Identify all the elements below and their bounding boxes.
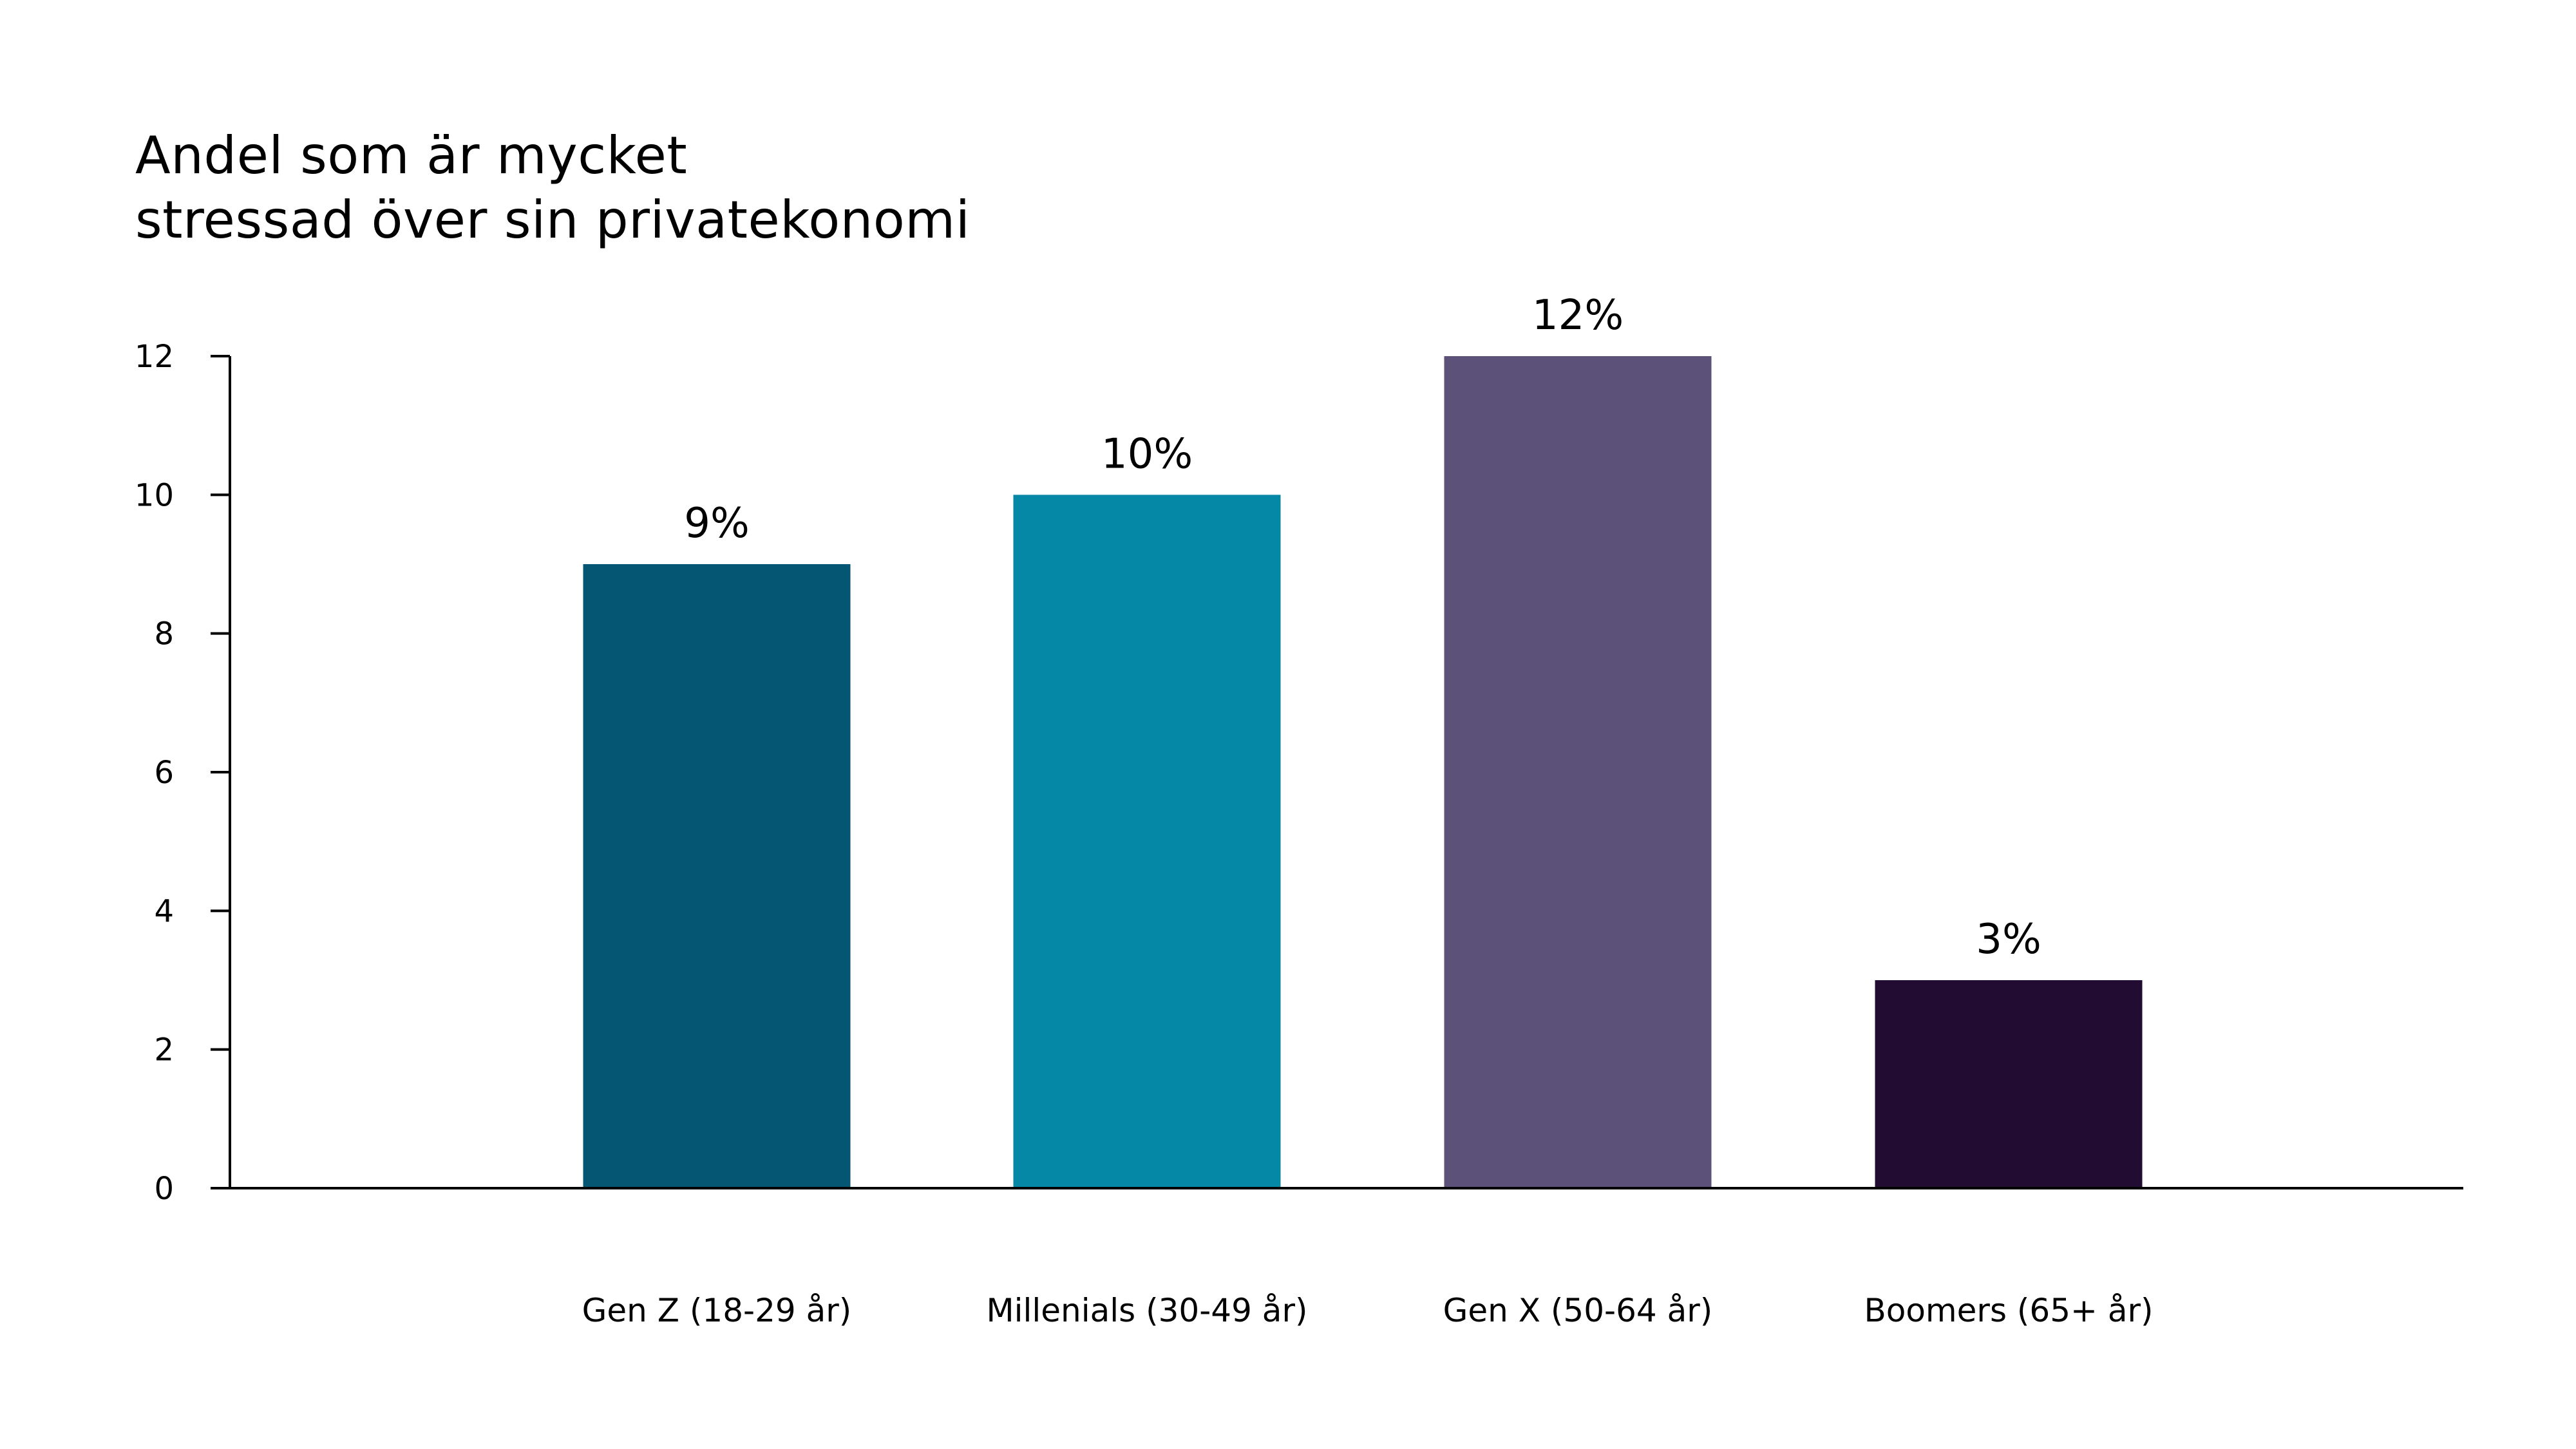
x-category-label: Millenials (30-49 år): [986, 1292, 1307, 1329]
y-tick-label: 0: [154, 1171, 174, 1207]
chart-title: Andel som är mycket stressad över sin pr…: [135, 124, 970, 252]
bar: [1875, 980, 2143, 1188]
x-axis: Gen Z (18-29 år) Millenials (30-49 år) Gen…: [230, 1187, 2463, 1329]
y-tick-label: 10: [135, 477, 174, 513]
y-tick-label: 4: [154, 893, 174, 929]
y-tick-label: 8: [154, 616, 174, 652]
x-category-label: Gen Z (18-29 år): [582, 1292, 852, 1329]
bars: 9% 10% 12% 3%: [583, 292, 2143, 1189]
y-tick-label: 2: [154, 1032, 174, 1068]
data-label: 3%: [1976, 916, 2041, 963]
x-category-label: Boomers (65+ år): [1864, 1292, 2153, 1329]
bar: [1444, 356, 1712, 1188]
y-tick-label: 6: [154, 755, 174, 791]
chart-title-line-1: Andel som är mycket: [135, 126, 688, 185]
data-label: 10%: [1101, 430, 1193, 478]
data-label: 9%: [684, 500, 750, 547]
x-category-label: Gen X (50-64 år): [1443, 1292, 1713, 1329]
data-label: 12%: [1532, 292, 1624, 339]
y-tick-label: 12: [135, 339, 174, 375]
bar: [1013, 495, 1281, 1189]
bar: [583, 564, 851, 1188]
chart-title-line-2: stressad över sin privatekonomi: [135, 190, 971, 250]
y-axis: 0 2 4 6 8 10 12: [135, 339, 231, 1207]
